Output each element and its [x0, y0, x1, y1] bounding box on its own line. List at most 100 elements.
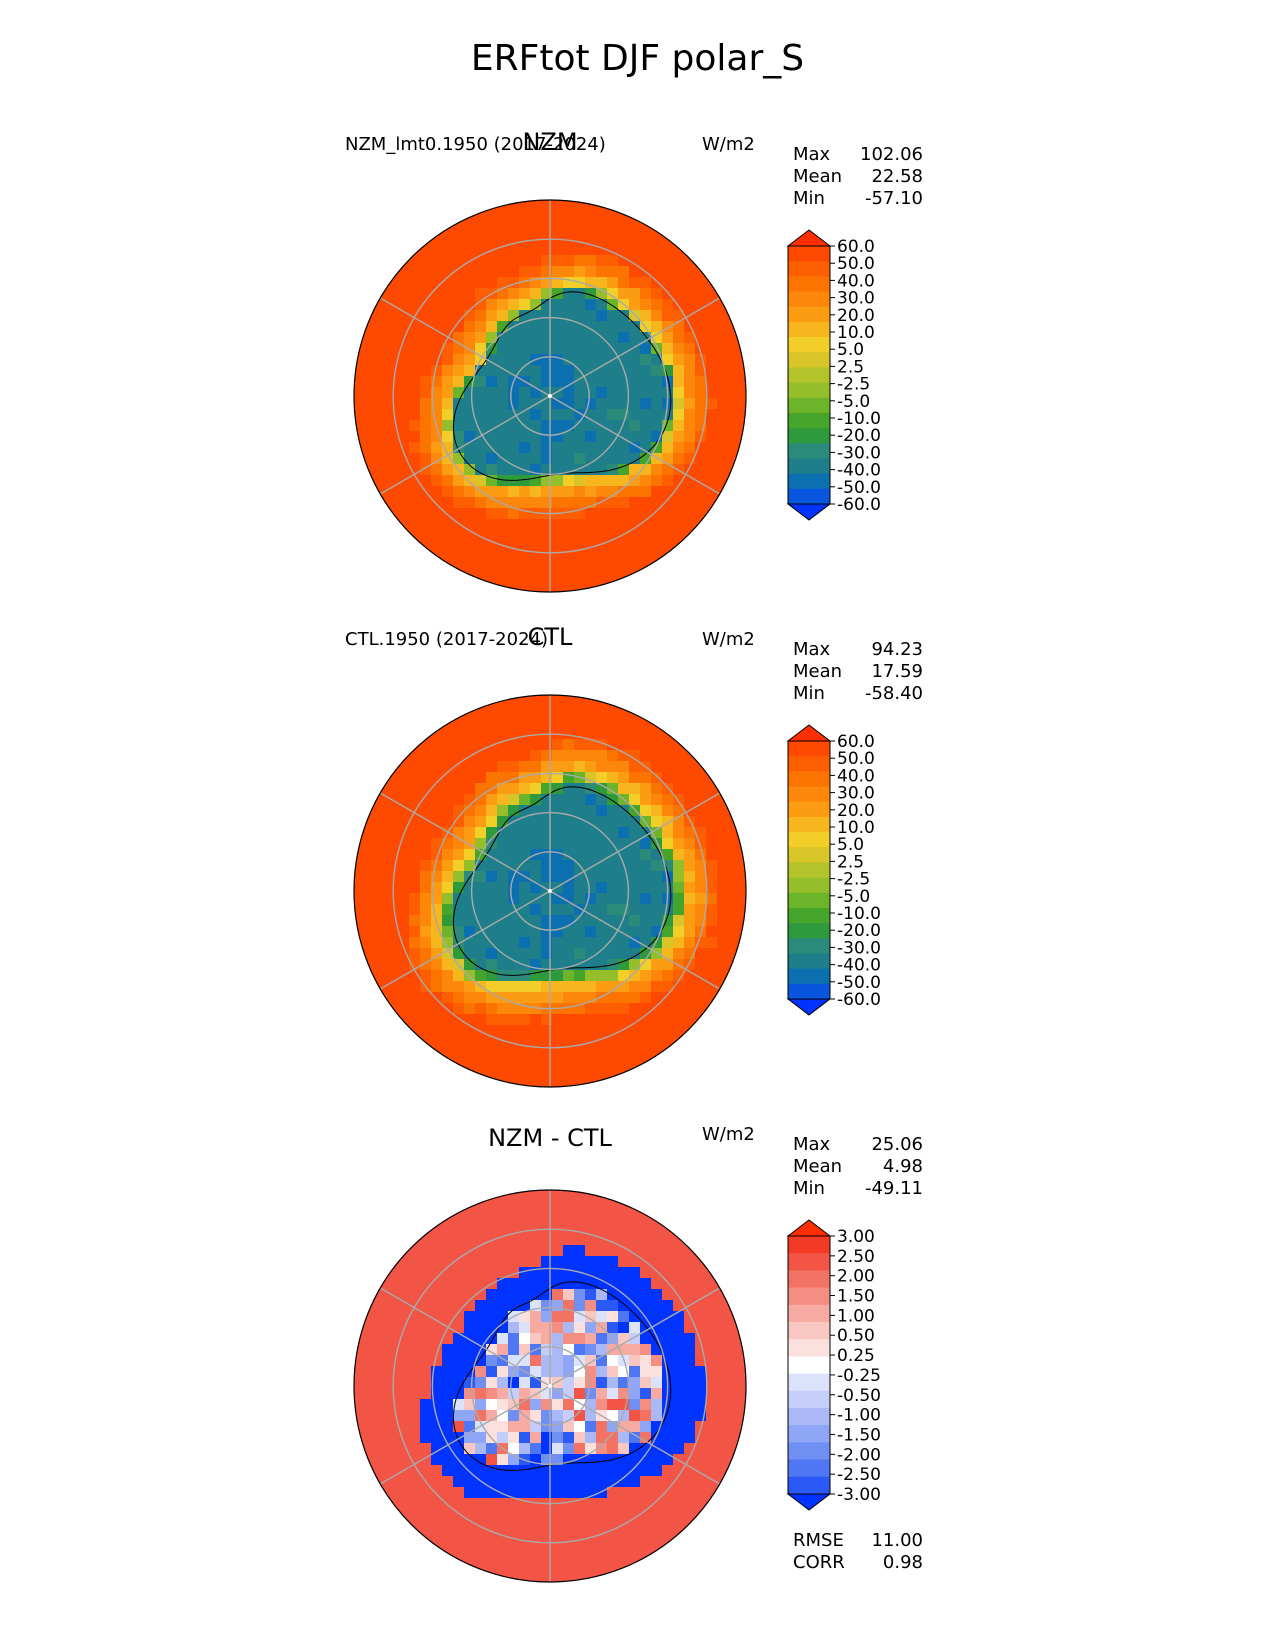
map-cell: [563, 1575, 575, 1582]
map-cell: [475, 233, 487, 245]
map-cell: [497, 1388, 509, 1400]
map-cell: [552, 1366, 564, 1378]
map-cell: [563, 299, 575, 311]
map-cell: [508, 464, 520, 476]
map-cell: [409, 398, 421, 410]
map-cell: [607, 772, 619, 784]
map-cell: [420, 1509, 432, 1521]
stat-mean-value: 17.59: [871, 661, 923, 682]
map-cell: [365, 1333, 377, 1345]
figure-title: ERFtot DJF polar_S: [470, 38, 805, 79]
map-cell: [629, 431, 641, 443]
colorbar-segment: [788, 412, 830, 429]
colorbar-segment: [788, 443, 830, 459]
map-cell: [607, 244, 619, 256]
map-cell: [398, 805, 410, 817]
map-cell: [618, 838, 630, 850]
map-cell: [541, 1036, 553, 1048]
map-cell: [354, 464, 366, 476]
map-cell: [398, 1432, 410, 1444]
map-cell: [409, 1355, 421, 1367]
map-cell: [442, 1278, 454, 1290]
map-cell: [695, 266, 707, 278]
map-cell: [464, 926, 476, 938]
map-cell: [354, 871, 366, 883]
map-cell: [607, 1025, 619, 1037]
map-cell: [717, 959, 729, 971]
map-cell: [596, 1267, 608, 1279]
map-cell: [398, 1509, 410, 1521]
map-cell: [695, 937, 707, 949]
map-cell: [409, 453, 421, 465]
map-cell: [607, 475, 619, 487]
map-cell: [585, 1333, 597, 1345]
map-cell: [684, 926, 696, 938]
map-cell: [530, 1058, 542, 1070]
map-cell: [563, 1003, 575, 1015]
map-cell: [409, 255, 421, 267]
map-cell: [398, 420, 410, 432]
map-cell: [541, 299, 553, 311]
map-cell: [508, 1080, 520, 1087]
map-cell: [497, 959, 509, 971]
map-cell: [695, 299, 707, 311]
map-cell: [585, 1421, 597, 1433]
map-cell: [662, 1311, 674, 1323]
map-cell: [684, 1366, 696, 1378]
map-cell: [365, 321, 377, 333]
map-cell: [673, 387, 685, 399]
map-cell: [640, 849, 652, 861]
map-cell: [376, 1476, 388, 1488]
map-cell: [629, 1036, 641, 1048]
map-cell: [607, 1003, 619, 1015]
map-cell: [497, 970, 509, 982]
map-cell: [475, 871, 487, 883]
map-cell: [684, 530, 696, 542]
map-cell: [431, 871, 443, 883]
map-cell: [574, 915, 586, 927]
map-cell: [629, 717, 641, 729]
map-cell: [651, 992, 663, 1004]
map-cell: [541, 750, 553, 762]
map-cell: [607, 948, 619, 960]
map-cell: [398, 772, 410, 784]
map-cell: [563, 1014, 575, 1026]
map-cell: [464, 1333, 476, 1345]
map-cell: [662, 849, 674, 861]
colorbar-segment: [788, 1236, 830, 1254]
map-cell: [519, 1223, 531, 1235]
map-cell: [464, 1223, 476, 1235]
map-cell: [497, 420, 509, 432]
map-cell: [541, 387, 553, 399]
map-cell: [519, 1498, 531, 1510]
colorbar-segment: [788, 1322, 830, 1340]
map-cell: [640, 1498, 652, 1510]
map-cell: [607, 519, 619, 531]
map-cell: [684, 1443, 696, 1455]
map-cell: [475, 838, 487, 850]
map-cell: [431, 1212, 443, 1224]
map-cell: [585, 332, 597, 344]
map-cell: [519, 761, 531, 773]
map-cell: [442, 255, 454, 267]
colorbar-extend-min: [786, 503, 832, 521]
map-cell: [618, 541, 630, 553]
map-cell: [552, 453, 564, 465]
map-cell: [541, 1377, 553, 1389]
map-cell: [739, 948, 746, 960]
map-cell: [398, 992, 410, 1004]
map-cell: [541, 1465, 553, 1477]
map-cell: [475, 431, 487, 443]
map-cell: [706, 1498, 718, 1510]
map-cell: [420, 497, 432, 509]
map-cell: [574, 1531, 586, 1543]
map-cell: [453, 1267, 465, 1279]
map-cell: [739, 398, 746, 410]
map-cell: [739, 365, 746, 377]
map-cell: [629, 915, 641, 927]
map-cell: [706, 1465, 718, 1477]
map-cell: [596, 1443, 608, 1455]
map-cell: [717, 893, 729, 905]
map-cell: [684, 519, 696, 531]
corr-label: CORR: [793, 1552, 845, 1573]
